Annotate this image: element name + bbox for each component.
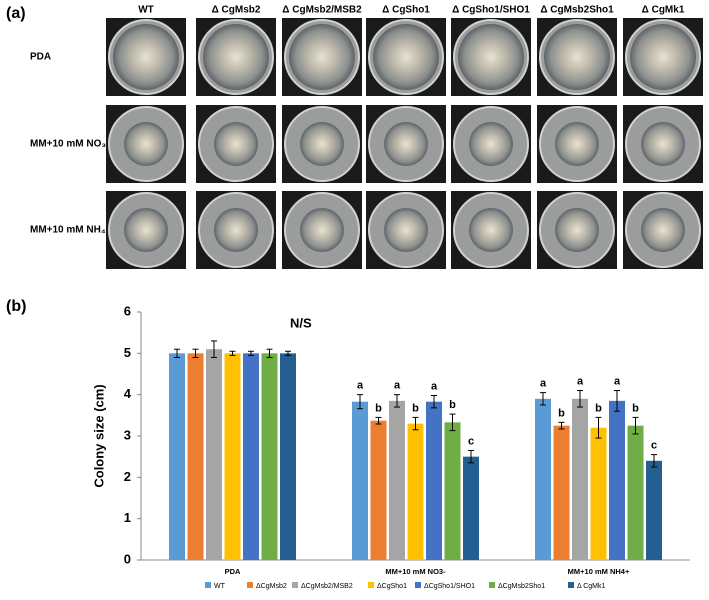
bar (463, 456, 479, 560)
significance-letter: a (394, 380, 401, 392)
bar (243, 353, 259, 560)
significance-letter: b (595, 402, 602, 414)
colony (544, 24, 610, 90)
legend-label: ΔCgSho1 (377, 583, 407, 590)
legend-label: ΔCgMsb2/MSB2 (301, 583, 353, 590)
legend-swatch (368, 582, 374, 588)
bar (370, 420, 387, 560)
legend-swatch (568, 582, 574, 588)
bar (609, 400, 625, 560)
legend-label: WT (214, 583, 226, 590)
row-label: PDA (30, 52, 51, 63)
colony (469, 208, 513, 252)
bar (187, 353, 204, 560)
x-tick-label: MM+10 mM NO3- (385, 567, 446, 576)
legend-swatch (292, 582, 298, 588)
colony (555, 208, 599, 252)
legend-label: ΔCgSho1/SHO1 (424, 583, 475, 590)
colony (214, 208, 258, 252)
bar (426, 401, 442, 560)
significance-letter: b (449, 399, 456, 411)
colony (289, 24, 355, 90)
y-tick-label: 1 (124, 510, 131, 525)
bar (280, 353, 296, 560)
y-tick-label: 0 (124, 551, 131, 566)
column-label: WT (138, 5, 154, 16)
legend-swatch (247, 582, 253, 588)
legend-label: ΔCgMsb2Sho1 (498, 583, 545, 590)
colony (373, 24, 439, 90)
bar (169, 353, 185, 560)
bar (206, 349, 222, 560)
significance-letter: b (375, 402, 382, 414)
bar (627, 425, 644, 560)
column-label: Δ CgSho1 (382, 5, 430, 16)
legend-label: ΔCgMsb2 (256, 583, 287, 590)
y-tick-label: 5 (124, 345, 131, 360)
annotation: N/S (290, 315, 312, 330)
bar (572, 398, 588, 560)
significance-letter: c (651, 440, 657, 452)
legend-swatch (415, 582, 421, 588)
column-label: Δ CgMsb2/MSB2 (282, 5, 362, 16)
significance-letter: a (614, 375, 621, 387)
bar (590, 427, 607, 560)
bar (553, 425, 570, 560)
bar (261, 353, 278, 560)
legend-label: Δ CgMk1 (577, 583, 606, 590)
x-tick-label: MM+10 mM NH4+ (568, 567, 630, 576)
legend-swatch (205, 582, 211, 588)
column-label: Δ CgMsb2Sho1 (540, 5, 614, 16)
colony (641, 122, 685, 166)
y-tick-label: 6 (124, 303, 131, 318)
colony (300, 122, 344, 166)
bar (407, 423, 424, 560)
row-label: MM+10 mM NH₄⁺ (30, 225, 111, 236)
bar (389, 400, 405, 560)
x-tick-label: PDA (225, 567, 241, 576)
colony (300, 208, 344, 252)
significance-letter: c (468, 435, 474, 447)
significance-letter: b (632, 402, 639, 414)
colony (458, 24, 524, 90)
panel-label: (a) (6, 5, 26, 22)
y-tick-label: 2 (124, 469, 131, 484)
colony (124, 208, 168, 252)
colony (384, 122, 428, 166)
row-label: MM+10 mM NO₃⁻ (30, 139, 111, 150)
significance-letter: a (540, 378, 547, 390)
colony (124, 122, 168, 166)
colony (384, 208, 428, 252)
bar (535, 398, 551, 560)
bar (444, 422, 461, 560)
colony (113, 24, 179, 90)
significance-letter: a (577, 375, 584, 387)
y-tick-label: 3 (124, 427, 131, 442)
y-axis-title: Colony size (cm) (91, 384, 106, 487)
column-label: Δ CgSho1/SHO1 (452, 5, 530, 16)
bar (646, 460, 662, 560)
y-tick-label: 4 (124, 386, 132, 401)
panel-label: (b) (6, 298, 26, 315)
colony (641, 208, 685, 252)
colony (203, 24, 269, 90)
bar (352, 401, 368, 560)
significance-letter: b (558, 407, 565, 419)
column-label: Δ CgMsb2 (212, 5, 261, 16)
significance-letter: b (412, 402, 419, 414)
significance-letter: a (431, 380, 438, 392)
bar (224, 353, 241, 560)
legend-swatch (489, 582, 495, 588)
colony (555, 122, 599, 166)
column-label: Δ CgMk1 (642, 5, 685, 16)
colony (630, 24, 696, 90)
significance-letter: a (357, 380, 364, 392)
colony (469, 122, 513, 166)
colony (214, 122, 258, 166)
